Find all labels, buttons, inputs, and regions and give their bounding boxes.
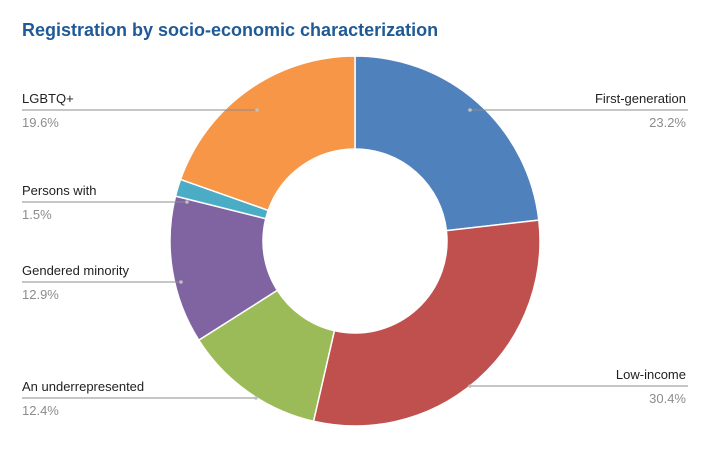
slice-value-lgbtq: 19.6% [22, 115, 59, 130]
chart-title: Registration by socio-economic character… [22, 20, 439, 40]
slice-labels: First-generation 23.2% Low-income 30.4% An u… [22, 91, 686, 418]
leader-dot-persons-with [185, 200, 189, 204]
slice-label-persons-with: Persons with [22, 183, 96, 198]
leader-dot-low-income [468, 384, 472, 388]
slice-value-persons-with: 1.5% [22, 207, 52, 222]
leader-dot-lgbtq [255, 108, 259, 112]
leader-lines [22, 108, 688, 400]
slice-value-an-underrepresented: 12.4% [22, 403, 59, 418]
leader-dot-an-underrepresented [254, 396, 258, 400]
slice-label-first-generation: First-generation [595, 91, 686, 106]
slice-low-income [312, 219, 541, 427]
donut-slices [169, 55, 541, 427]
slice-label-lgbtq: LGBTQ+ [22, 91, 74, 106]
slice-value-first-generation: 23.2% [649, 115, 686, 130]
slice-value-gendered-minority: 12.9% [22, 287, 59, 302]
leader-dot-gendered-minority [179, 280, 183, 284]
slice-value-low-income: 30.4% [649, 391, 686, 406]
slice-label-low-income: Low-income [616, 367, 686, 382]
slice-label-gendered-minority: Gendered minority [22, 263, 129, 278]
slice-lgbtq [179, 55, 356, 212]
slice-label-an-underrepresented: An underrepresented [22, 379, 144, 394]
slice-first-generation [354, 55, 540, 232]
leader-dot-first-generation [468, 108, 472, 112]
